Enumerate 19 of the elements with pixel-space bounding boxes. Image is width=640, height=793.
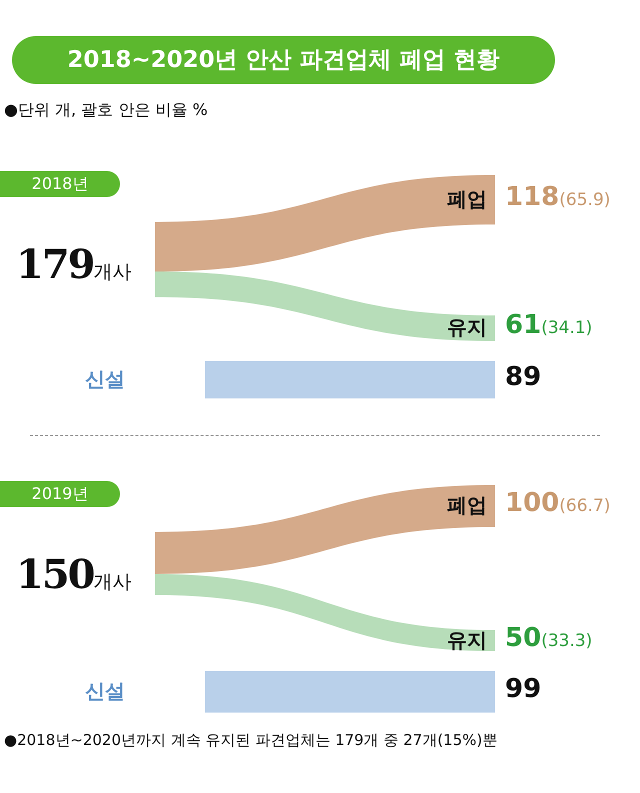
category-label: 폐업	[447, 186, 487, 213]
data-label: 50(33.3)	[505, 622, 592, 652]
category-label: 유지	[447, 314, 487, 342]
category-label: 신설	[85, 366, 125, 393]
text: ●2018년~2020년까지 계속 유지된 파견업체는 179개 중 27개(15%)뿐	[4, 731, 498, 750]
data-label: 100(66.7)	[505, 488, 610, 518]
text: 2018년	[0, 171, 120, 197]
text: ●단위 개, 괄호 안은 비율 %	[4, 100, 208, 121]
data-label: 99	[505, 674, 542, 704]
data-label: 118(65.9)	[505, 182, 610, 212]
text: 150개사	[16, 551, 132, 598]
text: 2019년	[0, 481, 120, 507]
category-label: 신설	[85, 678, 125, 705]
text: 179개사	[16, 241, 132, 288]
text: 2018~2020년 안산 파견업체 폐업 현황	[12, 36, 555, 84]
data-label: 61(34.1)	[505, 310, 592, 340]
category-label: 폐업	[447, 492, 487, 519]
data-label: 89	[505, 362, 542, 392]
category-label: 유지	[447, 626, 487, 654]
